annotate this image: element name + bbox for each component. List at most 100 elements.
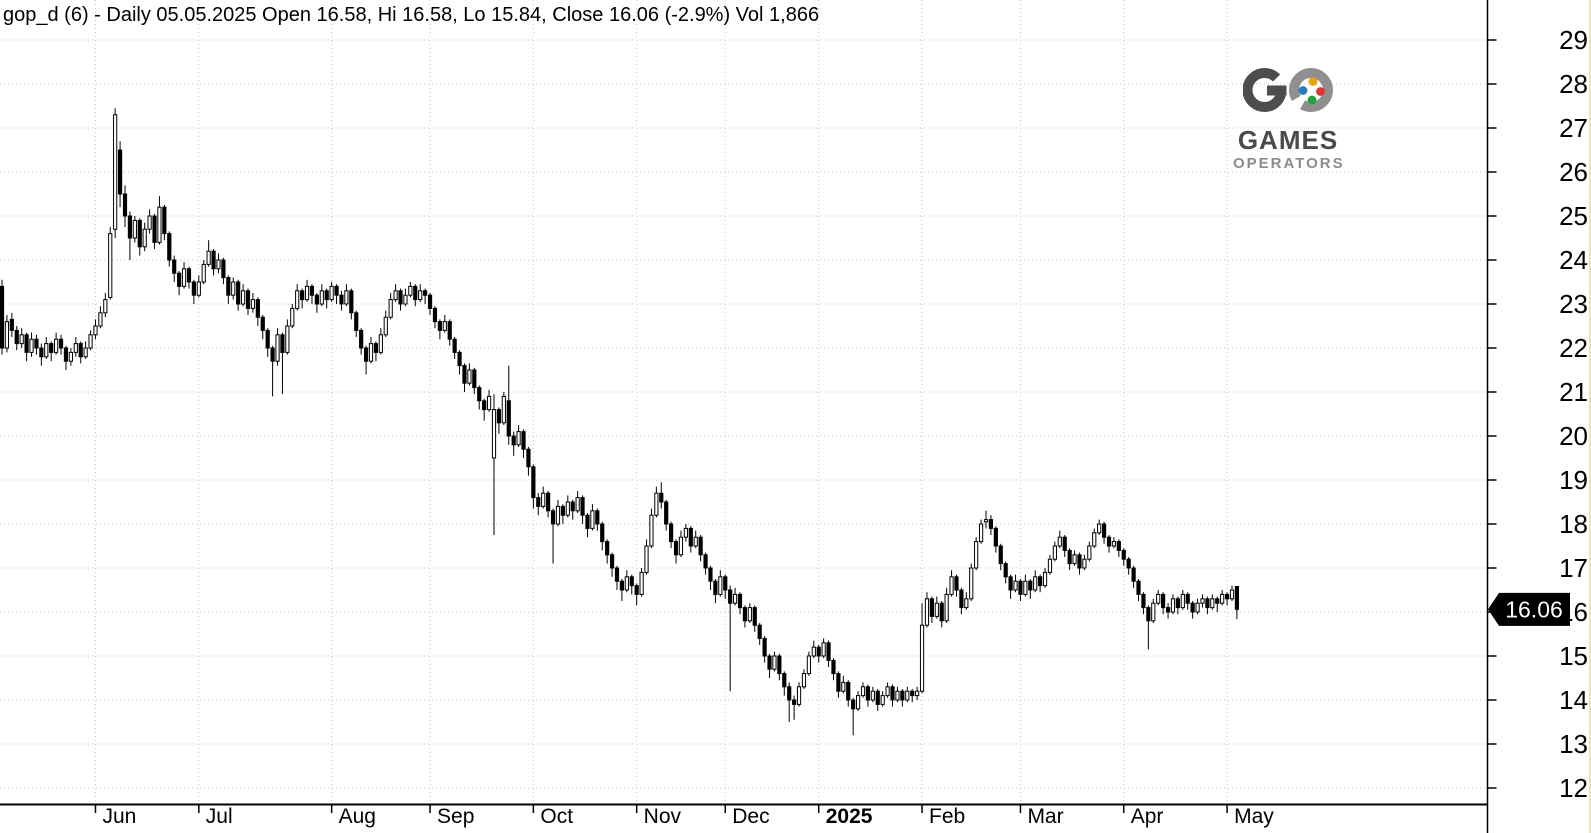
candle-body — [619, 580, 625, 591]
candle-body — [373, 343, 379, 353]
candle-body — [309, 285, 315, 296]
candle-body — [221, 259, 226, 279]
candle-body — [900, 690, 905, 701]
candle-body — [1097, 523, 1102, 534]
candle-body — [1023, 580, 1028, 595]
candle-body — [44, 343, 49, 358]
candle-body — [851, 699, 856, 710]
candle-body — [649, 514, 654, 547]
candle-body — [993, 527, 998, 547]
candle-body — [63, 347, 69, 362]
candle-body — [181, 268, 187, 287]
candle-body — [600, 523, 605, 543]
candle-body — [605, 541, 610, 556]
candle-body — [1092, 532, 1097, 547]
candle-body — [24, 334, 29, 353]
candle-body — [39, 347, 44, 358]
candle-body — [201, 263, 206, 283]
candle-body — [462, 365, 467, 384]
candle-body — [501, 395, 506, 424]
candle-body — [354, 312, 359, 331]
candle-body — [511, 435, 516, 446]
candle-body — [718, 576, 723, 595]
candle-body — [1057, 536, 1062, 547]
candle-body — [1141, 593, 1146, 609]
candle-body — [639, 571, 644, 595]
candle-body — [113, 114, 118, 230]
candle-body — [240, 290, 246, 305]
candle-body — [383, 316, 388, 336]
candle-body — [196, 281, 201, 296]
candle-body — [698, 536, 703, 556]
candle-body — [516, 431, 521, 446]
candle-body — [595, 510, 600, 525]
candle-body — [742, 607, 748, 622]
candle-body — [452, 338, 457, 353]
candle-body — [132, 219, 137, 239]
candle-body — [1175, 598, 1180, 609]
candle-body — [826, 642, 831, 661]
candle-body — [792, 699, 797, 705]
candle-body — [762, 637, 767, 657]
candle-body — [654, 492, 659, 516]
candle-body — [1131, 567, 1136, 582]
candle-body — [295, 290, 300, 309]
candle-body — [664, 501, 669, 525]
candle-body — [418, 290, 423, 301]
candle-body — [1038, 576, 1043, 587]
candle-body — [836, 673, 841, 692]
candle-body — [437, 321, 442, 331]
candle-body — [1200, 598, 1205, 604]
candle-body — [1072, 554, 1077, 565]
candle-body — [127, 215, 133, 239]
candle-body — [447, 321, 452, 340]
candle-body — [949, 576, 954, 595]
candle-body — [157, 206, 162, 243]
candle-body — [378, 334, 383, 353]
candle-body — [388, 299, 393, 318]
candle-body — [260, 316, 265, 331]
candle-body — [1106, 536, 1112, 547]
candle-body — [108, 233, 113, 298]
candle-body — [915, 690, 920, 697]
candle-body — [1008, 576, 1013, 591]
candle-body — [167, 233, 172, 261]
candle-body — [1101, 523, 1107, 538]
candle-body — [678, 536, 684, 556]
y-tick-label: 27 — [1559, 113, 1588, 143]
y-tick-label: 21 — [1559, 377, 1588, 407]
candle-body — [1067, 549, 1072, 565]
candle-body — [536, 497, 541, 507]
candle-body — [275, 334, 280, 362]
candle-body — [491, 409, 497, 459]
candle-body — [1210, 598, 1215, 609]
candle-body — [988, 519, 994, 529]
y-tick-label: 28 — [1559, 69, 1588, 99]
candle-body — [550, 510, 556, 525]
candle-body — [49, 343, 54, 353]
candle-body — [521, 431, 526, 450]
candle-body — [659, 492, 664, 503]
candle-body — [821, 642, 826, 657]
candle-body — [1220, 593, 1225, 604]
candle-body — [983, 519, 989, 523]
y-tick-label: 13 — [1559, 729, 1588, 759]
candle-body — [103, 299, 108, 314]
candle-body — [482, 400, 487, 411]
candle-body — [211, 250, 216, 270]
month-label: Aug — [339, 805, 376, 828]
candle-body — [58, 338, 64, 349]
month-label: Jun — [102, 805, 136, 828]
month-label: Apr — [1131, 805, 1164, 828]
candle-body — [703, 554, 708, 569]
y-tick-label: 17 — [1559, 553, 1588, 583]
month-label: Sep — [437, 805, 474, 828]
candle-body — [974, 541, 979, 569]
y-tick-label: 14 — [1559, 685, 1588, 715]
candle-body — [1082, 558, 1087, 569]
candle-body — [555, 505, 561, 525]
candle-body — [1185, 593, 1190, 604]
y-tick-label: 19 — [1559, 465, 1588, 495]
candle-body — [1229, 589, 1235, 600]
candle-body — [688, 527, 693, 547]
